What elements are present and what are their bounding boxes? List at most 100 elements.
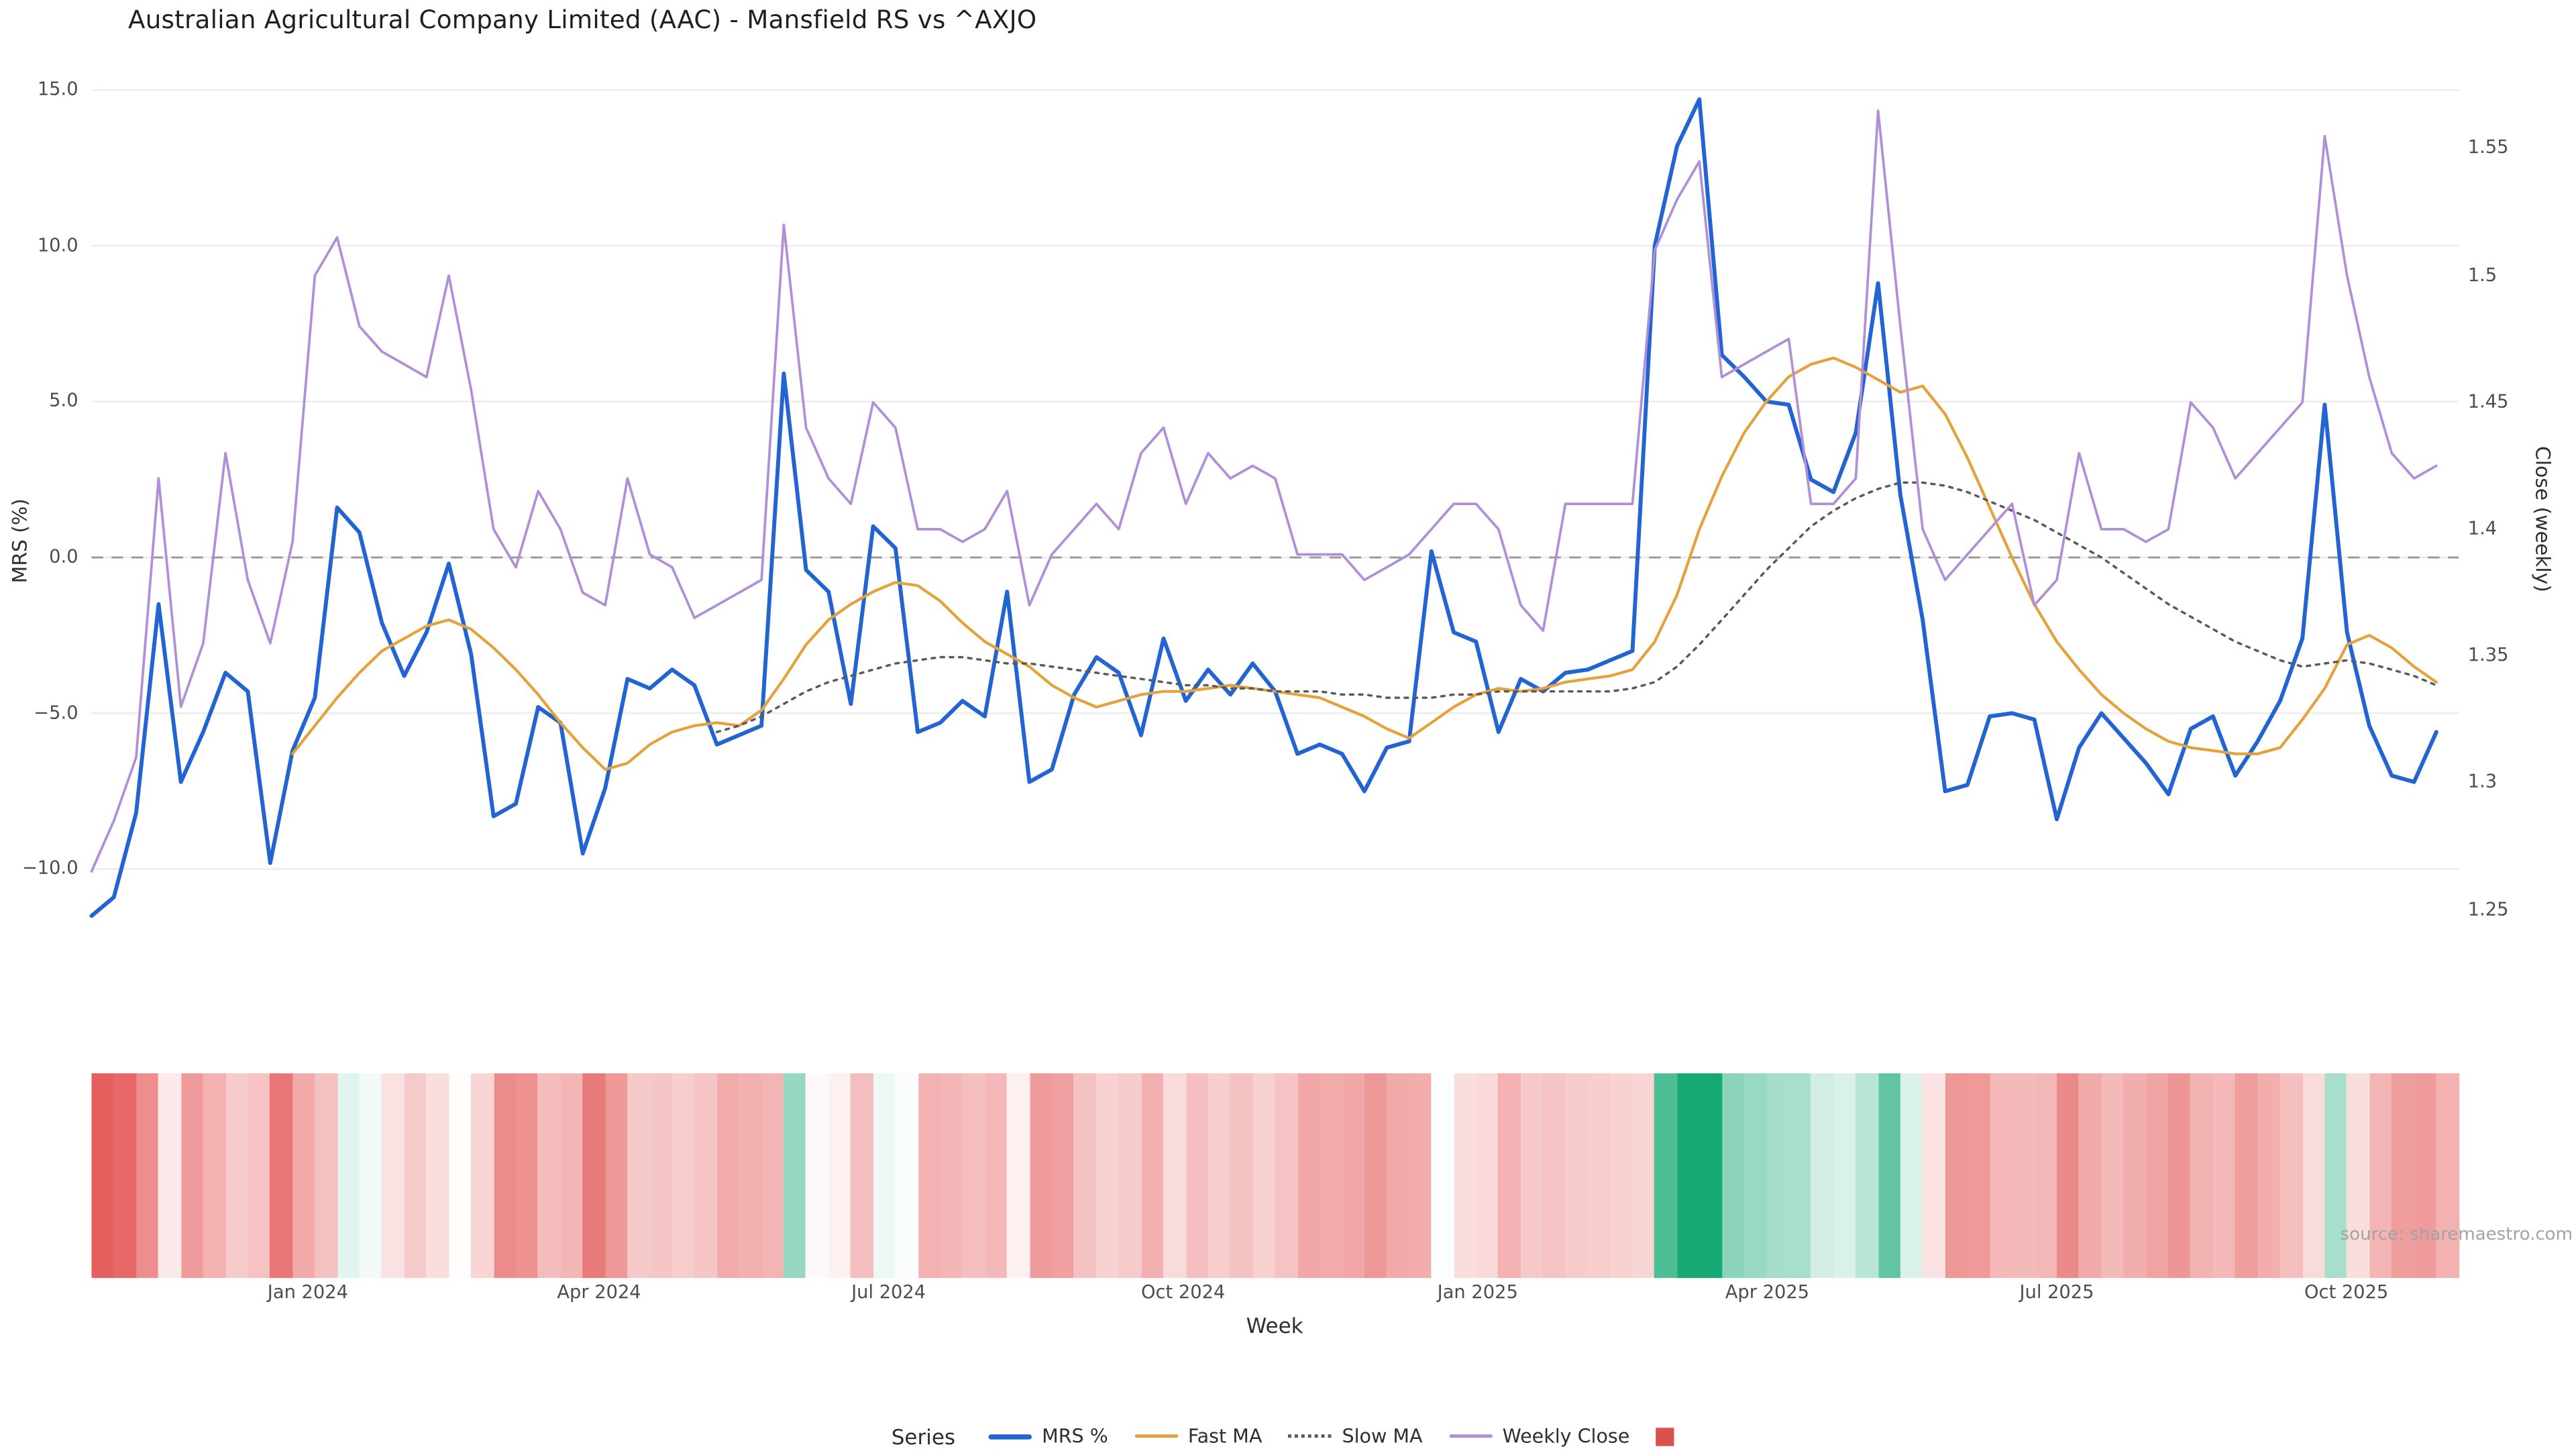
heatmap-cell xyxy=(1141,1073,1165,1279)
heatmap-cell xyxy=(2436,1073,2460,1279)
y-tick-right: 1.25 xyxy=(2467,898,2509,920)
x-tick: Oct 2024 xyxy=(1141,1281,1226,1303)
heatmap-cell xyxy=(1431,1073,1455,1279)
heatmap-cell xyxy=(1208,1073,1232,1279)
heatmap-cell xyxy=(1565,1073,1589,1279)
legend-item-label: Weekly Close xyxy=(1502,1424,1630,1448)
heatmap-cell xyxy=(918,1073,941,1279)
heatmap-cell xyxy=(1945,1073,1969,1279)
heatmap-cell xyxy=(248,1073,272,1279)
heatmap-cell xyxy=(1387,1073,1410,1279)
heatmap-cell xyxy=(2302,1073,2326,1279)
y-tick-right: 1.4 xyxy=(2467,517,2498,539)
heatmap-cell xyxy=(1520,1073,1544,1279)
heatmap-cell xyxy=(2392,1073,2416,1279)
heatmap-cell xyxy=(2056,1073,2080,1279)
x-tick: Jan 2025 xyxy=(1437,1281,1518,1303)
heatmap-cell xyxy=(315,1073,339,1279)
plot-area xyxy=(89,89,2459,918)
heatmap-cell xyxy=(270,1073,294,1279)
heatmap-cell xyxy=(1364,1073,1388,1279)
heatmap-cell xyxy=(1320,1073,1344,1279)
y-tick-right: 1.55 xyxy=(2467,136,2509,158)
heatmap-cell xyxy=(1923,1073,1946,1279)
heatmap-cell xyxy=(1498,1073,1522,1279)
heatmap-cell xyxy=(2168,1073,2192,1279)
heatmap-cell xyxy=(1051,1073,1075,1279)
heatmap-cell xyxy=(225,1073,249,1279)
heatmap-cell xyxy=(1766,1073,1790,1279)
y-tick-left: 10.0 xyxy=(37,234,78,257)
heatmap-cell xyxy=(1699,1073,1723,1279)
y-tick-left: 5.0 xyxy=(49,389,78,411)
heatmap-cell xyxy=(382,1073,405,1279)
heatmap-cell xyxy=(538,1073,561,1279)
heatmap-cell xyxy=(1118,1073,1142,1279)
heatmap-cell xyxy=(180,1073,205,1279)
series-line-fast-ma xyxy=(290,356,2438,771)
heatmap-cell xyxy=(1185,1073,1210,1279)
y-tick-left: 0.0 xyxy=(49,545,78,568)
weekly-close-line-swatch-icon xyxy=(1449,1434,1493,1438)
heatmap-cell xyxy=(493,1073,517,1279)
heatmap-cell xyxy=(2347,1073,2371,1279)
heatmap-cell xyxy=(985,1073,1008,1279)
legend-item-label: Fast MA xyxy=(1187,1424,1263,1448)
heatmap-cell xyxy=(2079,1073,2102,1279)
series-line-weekly-close xyxy=(90,109,2438,873)
source-credit: source: sharemaestro.com xyxy=(2340,1224,2573,1245)
series-line-slow-ma xyxy=(715,481,2438,733)
x-tick: Jul 2024 xyxy=(851,1281,926,1303)
heatmap-cell xyxy=(2235,1073,2259,1279)
heatmap-cell xyxy=(1788,1073,1813,1279)
heatmap-cell xyxy=(1856,1073,1880,1279)
heatmap-cell xyxy=(1833,1073,1857,1279)
heatmap-cell xyxy=(1543,1073,1567,1279)
legend-item-label: Slow MA xyxy=(1342,1424,1423,1448)
heatmap-cell xyxy=(1096,1073,1120,1279)
legend-item-label: MRS % xyxy=(1042,1424,1108,1448)
heatmap-cell xyxy=(1632,1073,1656,1279)
heatmap-cell xyxy=(359,1073,383,1279)
heatmap-cell xyxy=(1587,1073,1611,1279)
heatmap-cell xyxy=(560,1073,584,1279)
legend-item-heatmap xyxy=(1656,1427,1684,1446)
heatmap-cell xyxy=(2190,1073,2214,1279)
heatmap-cell xyxy=(515,1073,539,1279)
heatmap-cell xyxy=(716,1073,741,1279)
heatmap-strip xyxy=(0,1073,2576,1279)
heatmap-cell xyxy=(605,1073,629,1279)
fast-ma-line-swatch-icon xyxy=(1134,1434,1178,1438)
heatmap-cell xyxy=(1476,1073,1500,1279)
heatmap-cell xyxy=(761,1073,785,1279)
heatmap-cell xyxy=(1409,1073,1433,1279)
heatmap-cell xyxy=(2257,1073,2282,1279)
heatmap-cell xyxy=(1878,1073,1902,1279)
heatmap-cell xyxy=(1275,1073,1299,1279)
heatmap-cell xyxy=(292,1073,316,1279)
heatmap-cell xyxy=(1990,1073,2013,1279)
x-axis-ticks: Jan 2024 Apr 2024 Jul 2024 Oct 2024 Jan 2025… xyxy=(0,1281,2576,1308)
x-tick: Apr 2025 xyxy=(1725,1281,1810,1303)
y-tick-right: 1.45 xyxy=(2467,390,2509,413)
heatmap-cell xyxy=(404,1073,428,1279)
y-tick-left: −10.0 xyxy=(21,857,78,879)
heatmap-cell xyxy=(1743,1073,1768,1279)
heatmap-cell xyxy=(851,1073,875,1279)
legend-item-mrs: MRS % xyxy=(988,1424,1108,1448)
legend: Series MRS % Fast MA Slow MA Weekly Clos… xyxy=(0,1421,2576,1451)
heatmap-cell xyxy=(2279,1073,2304,1279)
heatmap-cell xyxy=(627,1073,651,1279)
heatmap-cell xyxy=(1967,1073,1991,1279)
heatmap-cell xyxy=(2324,1073,2349,1279)
heatmap-cell xyxy=(449,1073,472,1279)
heatmap-cell xyxy=(426,1073,450,1279)
heatmap-cell xyxy=(1074,1073,1097,1279)
heatmap-cell xyxy=(873,1073,897,1279)
heatmap-cell xyxy=(806,1073,830,1279)
heatmap-red-square-swatch-icon xyxy=(1656,1427,1675,1446)
x-tick: Oct 2025 xyxy=(2304,1281,2389,1303)
y-tick-right: 1.5 xyxy=(2467,264,2498,286)
legend-item-weekly-close: Weekly Close xyxy=(1449,1424,1629,1448)
heatmap-cell xyxy=(1900,1073,1924,1279)
